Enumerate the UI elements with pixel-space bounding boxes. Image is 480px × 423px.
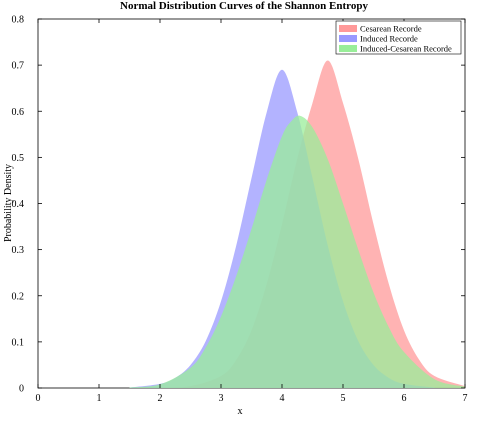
legend-swatch-2 — [339, 35, 357, 42]
x-tick-label: 5 — [341, 393, 346, 404]
y-tick-label: 0.5 — [12, 153, 25, 164]
x-tick-label: 1 — [97, 393, 102, 404]
chart-title: Normal Distribution Curves of the Shanno… — [120, 0, 368, 12]
x-tick-label: 2 — [158, 393, 163, 404]
legend-label-3: Induced-Cesarean Recorde — [360, 44, 452, 54]
series-layer — [129, 60, 465, 389]
x-tick-label: 3 — [219, 393, 224, 404]
y-tick-label: 0.8 — [12, 15, 25, 26]
y-axis-label: Probability Density — [3, 164, 14, 242]
x-tick-label: 7 — [463, 393, 468, 404]
series-area-3 — [129, 115, 465, 388]
x-tick-label: 0 — [36, 393, 41, 404]
x-tick-label: 4 — [280, 393, 285, 404]
legend-swatch-1 — [339, 25, 357, 32]
y-tick-label: 0.2 — [12, 291, 25, 302]
legend-label-1: Cesarean Recorde — [360, 24, 422, 34]
legend-label-2: Induced Recorde — [360, 34, 418, 44]
y-tick-label: 0.6 — [12, 107, 25, 118]
y-tick-label: 0 — [19, 384, 24, 395]
y-tick-label: 0.4 — [12, 199, 25, 210]
x-axis-label: x — [238, 406, 243, 417]
y-tick-label: 0.3 — [12, 245, 25, 256]
x-tick-label: 6 — [402, 393, 407, 404]
y-tick-label: 0.1 — [12, 337, 25, 348]
axis-layer: 0 1 2 3 4 5 6 7 0 0.1 0.2 0.3 0.4 0.5 0.6 0.7 0.8 — [12, 15, 468, 405]
y-tick-label: 0.7 — [12, 61, 25, 72]
legend-swatch-3 — [339, 45, 357, 52]
